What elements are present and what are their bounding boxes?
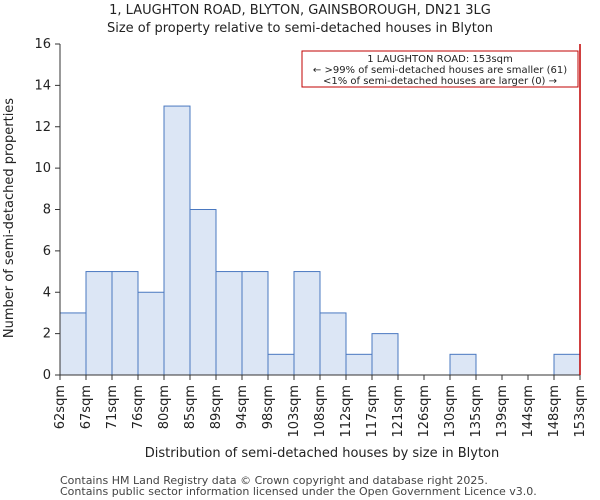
footer-line2: Contains public sector information licen…	[60, 485, 537, 498]
bar-62sqm	[59, 312, 87, 376]
bar-76sqm	[137, 291, 165, 376]
bar-80sqm	[163, 105, 191, 376]
x-tick-label-139sqm: 139sqm	[495, 385, 510, 438]
chart-title-line2: Size of property relative to semi-detach…	[107, 21, 493, 36]
x-tick-label-135sqm: 135sqm	[469, 385, 484, 438]
footer-line1: Contains HM Land Registry data © Crown c…	[60, 474, 488, 487]
bar-108sqm	[319, 312, 347, 376]
bar-112sqm	[345, 353, 373, 376]
x-tick-label-67sqm: 67sqm	[79, 385, 94, 429]
annotation-line2: ← >99% of semi-detached houses are small…	[313, 65, 567, 76]
y-tick-label-14: 14	[34, 78, 51, 93]
plot-area: 0 2 4 6 8 10 12 14 16 62sqm 67sqm 71sqm 76sqm 80sqm 85…	[34, 37, 588, 438]
y-tick-label-12: 12	[34, 120, 51, 135]
bar-71sqm	[111, 271, 139, 376]
x-tick-label-144sqm: 144sqm	[521, 385, 536, 438]
bar-148sqm	[553, 353, 581, 376]
bar-94sqm	[241, 271, 269, 376]
bar-89sqm	[215, 271, 243, 376]
y-tick-label-4: 4	[43, 285, 51, 300]
annotation-box: 1 LAUGHTON ROAD: 153sqm ← >99% of semi-d…	[301, 50, 579, 88]
x-tick-label-126sqm: 126sqm	[417, 385, 432, 438]
y-tick-label-6: 6	[43, 244, 51, 259]
x-tick-label-89sqm: 89sqm	[209, 385, 224, 429]
x-tick-label-98sqm: 98sqm	[261, 385, 276, 429]
annotation-line3: <1% of semi-detached houses are larger (…	[323, 76, 557, 87]
x-tick-label-153sqm: 153sqm	[573, 385, 588, 438]
x-tick-label-71sqm: 71sqm	[105, 385, 120, 429]
y-tick-label-16: 16	[34, 37, 51, 52]
x-tick-label-80sqm: 80sqm	[157, 385, 172, 429]
bar-117sqm	[371, 333, 399, 376]
y-tick-label-10: 10	[34, 161, 51, 176]
x-tick-label-121sqm: 121sqm	[391, 385, 406, 438]
x-axis-label: Distribution of semi-detached houses by …	[145, 446, 499, 461]
y-axis-label: Number of semi-detached properties	[2, 98, 17, 338]
x-tick-label-76sqm: 76sqm	[131, 385, 146, 429]
y-tick-label-0: 0	[43, 368, 51, 383]
bar-67sqm	[85, 271, 113, 376]
y-tick-label-8: 8	[43, 203, 51, 218]
bar-130sqm	[449, 353, 477, 376]
x-tick-label-130sqm: 130sqm	[443, 385, 458, 438]
bar-85sqm	[189, 209, 217, 376]
x-tick-label-112sqm: 112sqm	[339, 385, 354, 438]
annotation-line1: 1 LAUGHTON ROAD: 153sqm	[367, 54, 513, 65]
x-tick-label-117sqm: 117sqm	[365, 385, 380, 438]
chart-title-line1: 1, LAUGHTON ROAD, BLYTON, GAINSBOROUGH, …	[109, 3, 491, 18]
bar-98sqm	[267, 353, 295, 376]
x-tick-label-108sqm: 108sqm	[313, 385, 328, 438]
x-tick-label-85sqm: 85sqm	[183, 385, 198, 429]
x-tick-label-94sqm: 94sqm	[235, 385, 250, 429]
x-tick-label-103sqm: 103sqm	[287, 385, 302, 438]
y-tick-label-2: 2	[43, 327, 51, 342]
bar-103sqm	[293, 271, 321, 376]
x-tick-label-148sqm: 148sqm	[547, 385, 562, 438]
x-tick-label-62sqm: 62sqm	[53, 385, 68, 429]
